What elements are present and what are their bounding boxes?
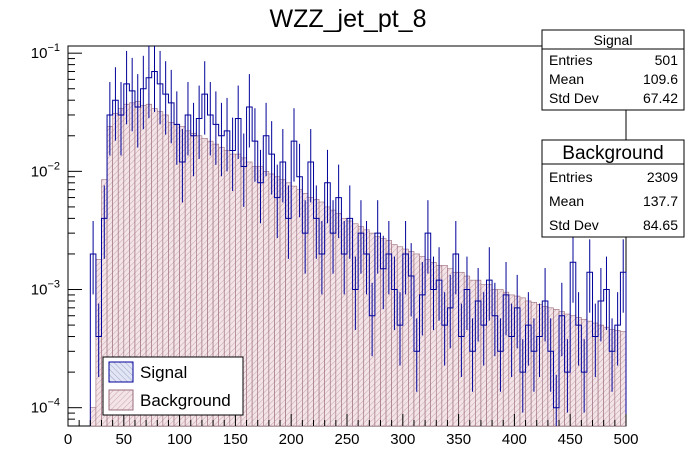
- background-entries-label: Entries: [549, 169, 593, 185]
- legend-background-swatch: [108, 389, 134, 411]
- background-bar: [324, 206, 331, 427]
- x-tick-label: 0: [64, 431, 72, 448]
- x-tick-label: 250: [334, 431, 359, 448]
- signal-histogram: [89, 46, 627, 426]
- background-bar: [279, 179, 286, 427]
- background-bar: [246, 161, 253, 427]
- background-bar: [290, 185, 298, 427]
- x-tick-label: 200: [279, 431, 304, 448]
- y-tick-label: 10−1: [31, 42, 60, 62]
- background-bar: [296, 189, 303, 427]
- x-tick-label: 300: [390, 431, 415, 448]
- background-stddev-value: 84.65: [643, 217, 678, 233]
- y-tick-label: 10−3: [31, 279, 60, 299]
- background-bar: [424, 259, 431, 427]
- background-bar: [262, 171, 270, 427]
- legend-signal-label: Signal: [140, 363, 187, 382]
- x-tick-label: 150: [223, 431, 248, 448]
- y-axis: 10−1 10−2 10−3 10−4: [31, 42, 82, 427]
- signal-stddev-value: 67.42: [643, 90, 678, 106]
- background-entries-value: 2309: [647, 169, 678, 185]
- y-tick-label: 10−4: [31, 397, 60, 417]
- x-tick-label: 50: [115, 431, 132, 448]
- legend-signal-swatch: [108, 361, 134, 383]
- background-bar: [90, 407, 97, 427]
- signal-mean-value: 109.6: [643, 71, 678, 87]
- background-stats-box: Background Entries 2309 Mean 137.7 Std D…: [541, 139, 685, 238]
- signal-entries-label: Entries: [549, 52, 593, 68]
- background-bar: [268, 173, 275, 427]
- legend-background-label: Background: [140, 391, 231, 410]
- x-tick-label: 450: [558, 431, 583, 448]
- signal-entries-value: 501: [655, 52, 679, 68]
- signal-stddev-label: Std Dev: [549, 90, 599, 106]
- legend: Signal Background: [102, 356, 244, 416]
- x-tick-label: 350: [446, 431, 471, 448]
- chart-title: WZZ_jet_pt_8: [269, 5, 426, 33]
- signal-stats-title: Signal: [594, 32, 633, 48]
- background-bar: [307, 197, 314, 427]
- background-bar: [251, 166, 259, 427]
- background-mean-label: Mean: [549, 193, 584, 209]
- x-tick-label: 400: [502, 431, 527, 448]
- background-bar: [586, 320, 593, 427]
- background-bar: [452, 271, 459, 427]
- x-axis: 0 50 100 150 200 250 300 350 400 450 500: [64, 414, 639, 448]
- background-stats-title: Background: [562, 143, 663, 164]
- y-tick-label: 10−2: [31, 160, 60, 180]
- background-bar: [569, 315, 577, 427]
- background-bar: [335, 213, 342, 427]
- signal-step-line: [89, 70, 627, 426]
- background-bar: [603, 326, 610, 427]
- background-bar: [620, 331, 627, 427]
- signal-mean-label: Mean: [549, 71, 584, 87]
- x-tick-label: 500: [613, 431, 638, 448]
- background-stddev-label: Std Dev: [549, 217, 599, 233]
- x-tick-label: 100: [167, 431, 192, 448]
- signal-stats-box: Signal Entries 501 Mean 109.6 Std Dev 67…: [541, 29, 685, 111]
- background-mean-value: 137.7: [643, 193, 678, 209]
